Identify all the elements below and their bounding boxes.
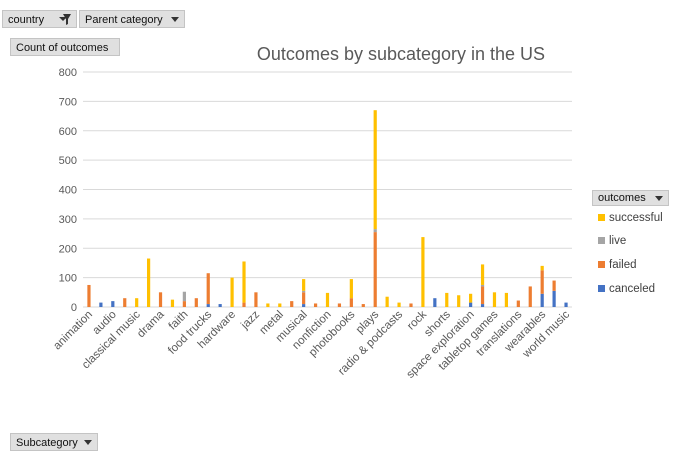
bar-segment-canceled[interactable] — [480, 304, 485, 307]
bar-segment-failed[interactable] — [528, 286, 532, 307]
chart-title: Outcomes by subcategory in the US — [257, 44, 545, 64]
bar-segment-canceled[interactable] — [564, 302, 568, 307]
bar-segment-canceled[interactable] — [206, 304, 210, 307]
bar-segment-successful[interactable] — [385, 296, 389, 307]
bar-segment-failed[interactable] — [254, 292, 258, 307]
bar-segment-successful[interactable] — [242, 261, 246, 303]
bar-segment-canceled[interactable] — [302, 304, 306, 307]
bar-segment-successful[interactable] — [170, 299, 175, 307]
bar-segment-successful[interactable] — [325, 292, 330, 307]
bar-segment-failed[interactable] — [337, 303, 342, 307]
bar-segment-successful[interactable] — [540, 265, 544, 271]
legend-swatch — [598, 261, 605, 269]
filter-funnel-icon — [54, 13, 72, 33]
bar-segment-failed[interactable] — [409, 303, 413, 307]
bar-segment-failed[interactable] — [302, 292, 306, 305]
bar-segment-failed[interactable] — [123, 298, 127, 307]
legend-swatch — [598, 214, 605, 222]
bar-segment-live[interactable] — [302, 290, 306, 293]
legend-field-button[interactable]: outcomes — [592, 190, 669, 206]
bar-segment-successful[interactable] — [457, 295, 461, 307]
y-tick-label: 400 — [59, 185, 77, 197]
bar-segment-canceled[interactable] — [469, 302, 473, 307]
row-field-label: Subcategory — [16, 437, 78, 449]
values-field-label: Count of outcomes — [16, 42, 109, 54]
bar-segment-successful[interactable] — [445, 292, 449, 307]
bar-segment-canceled[interactable] — [552, 290, 556, 307]
chevron-down-icon — [171, 17, 179, 22]
row-field-button[interactable]: Subcategory — [10, 433, 98, 451]
bar-segment-failed[interactable] — [87, 284, 91, 307]
legend-title: outcomes — [598, 192, 646, 204]
bar-segment-live[interactable] — [182, 291, 186, 302]
bar-segment-successful[interactable] — [349, 279, 353, 299]
bar-segment-successful[interactable] — [135, 298, 139, 307]
bar-segment-live[interactable] — [373, 229, 377, 233]
bar-segment-failed[interactable] — [349, 298, 353, 307]
bar-segment-canceled[interactable] — [111, 301, 115, 307]
bar-segment-failed[interactable] — [290, 301, 294, 307]
parent-category-filter-button[interactable]: Parent category — [79, 10, 185, 28]
bar-segment-successful[interactable] — [266, 303, 270, 307]
bar-segment-successful[interactable] — [397, 302, 401, 307]
legend-swatch — [598, 237, 605, 245]
chevron-down-icon — [84, 440, 92, 445]
chevron-down-icon — [655, 196, 663, 201]
y-tick-label: 800 — [59, 67, 77, 79]
legend-item-canceled[interactable]: canceled — [598, 283, 655, 295]
country-filter-button[interactable]: country — [2, 10, 77, 28]
bar-segment-failed[interactable] — [373, 232, 377, 307]
y-tick-label: 600 — [59, 126, 77, 138]
bar-segment-successful[interactable] — [302, 279, 306, 291]
bar-segment-successful[interactable] — [469, 293, 473, 303]
y-tick-label: 100 — [59, 273, 77, 285]
legend-swatch — [598, 285, 605, 293]
x-tick-label: animation — [51, 309, 95, 353]
bar-segment-failed[interactable] — [361, 304, 365, 307]
bar-segment-failed[interactable] — [313, 303, 318, 307]
bar-segment-failed[interactable] — [552, 280, 556, 291]
bar-segment-failed[interactable] — [158, 292, 163, 307]
y-tick-label: 700 — [59, 96, 77, 108]
legend-label: successful — [609, 212, 663, 224]
bar-segment-failed[interactable] — [540, 270, 544, 294]
bar-segment-successful[interactable] — [230, 277, 234, 307]
x-tick-label: drama — [135, 308, 167, 340]
bar-segment-canceled[interactable] — [540, 293, 544, 307]
legend-label: canceled — [609, 283, 656, 295]
legend-label: failed — [609, 259, 637, 271]
bar-segment-failed[interactable] — [242, 302, 246, 307]
bar-segment-canceled[interactable] — [99, 302, 103, 307]
bar-segment-failed[interactable] — [194, 298, 198, 307]
bar-segment-successful[interactable] — [480, 264, 485, 285]
legend-item-successful[interactable]: successful — [598, 212, 663, 224]
bar-segment-successful[interactable] — [421, 237, 425, 307]
legend-label: live — [609, 235, 627, 247]
y-tick-label: 500 — [59, 155, 77, 167]
values-field-button[interactable]: Count of outcomes — [10, 38, 120, 56]
bar-segment-successful[interactable] — [373, 110, 377, 230]
bar-segment-successful[interactable] — [146, 258, 151, 307]
legend-item-live[interactable]: live — [598, 235, 626, 247]
bar-segment-failed[interactable] — [182, 301, 186, 307]
bar-segment-failed[interactable] — [206, 273, 210, 305]
bar-segment-live[interactable] — [480, 284, 485, 287]
y-tick-label: 300 — [59, 214, 77, 226]
bar-segment-successful[interactable] — [504, 292, 509, 307]
legend-item-failed[interactable]: failed — [598, 259, 637, 271]
y-tick-label: 0 — [71, 302, 77, 314]
bar-segment-canceled[interactable] — [218, 304, 222, 307]
parent-category-label: Parent category — [85, 14, 163, 26]
country-filter-label: country — [8, 14, 45, 26]
bar-segment-failed[interactable] — [516, 300, 520, 307]
bar-segment-successful[interactable] — [278, 303, 282, 307]
y-tick-label: 200 — [59, 243, 77, 255]
bar-segment-failed[interactable] — [480, 286, 485, 305]
bar-segment-canceled[interactable] — [433, 298, 437, 307]
bar-segment-successful[interactable] — [492, 292, 497, 307]
